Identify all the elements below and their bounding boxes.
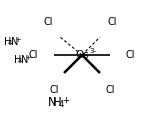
Text: 3-: 3-	[89, 48, 96, 54]
Text: 4: 4	[18, 58, 22, 64]
Text: 4: 4	[58, 100, 64, 109]
Text: Cl: Cl	[29, 50, 38, 60]
Text: H: H	[14, 55, 21, 65]
Text: 4: 4	[8, 40, 12, 46]
Text: Cl: Cl	[126, 50, 135, 60]
Text: Cl: Cl	[43, 17, 53, 27]
Text: H: H	[53, 97, 62, 109]
Text: N: N	[11, 37, 18, 47]
Text: Cl: Cl	[105, 85, 115, 95]
Text: +: +	[15, 37, 20, 43]
Text: +: +	[62, 96, 69, 105]
Text: N: N	[48, 97, 57, 109]
Text: Cl: Cl	[49, 85, 59, 95]
Text: Os: Os	[75, 50, 89, 60]
Text: H: H	[4, 37, 11, 47]
Text: Cl: Cl	[107, 17, 117, 27]
Text: +: +	[25, 55, 30, 61]
Text: N: N	[21, 55, 28, 65]
